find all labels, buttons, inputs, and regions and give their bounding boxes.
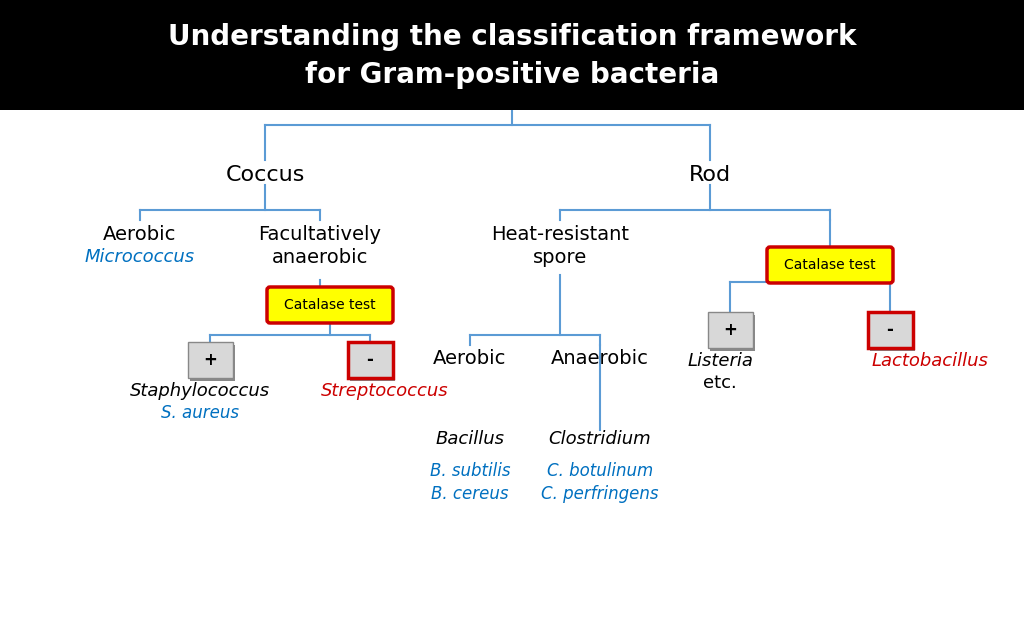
Text: Aerobic: Aerobic [433,349,507,368]
Text: B. cereus: B. cereus [431,485,509,503]
FancyBboxPatch shape [187,342,232,378]
Text: etc.: etc. [703,374,737,392]
FancyBboxPatch shape [0,0,1024,110]
Text: Listeria: Listeria [687,352,753,370]
Text: +: + [203,351,217,369]
Text: spore: spore [532,248,587,267]
FancyBboxPatch shape [867,312,912,348]
Text: Catalase test: Catalase test [285,298,376,312]
Text: Bacillus: Bacillus [435,430,505,448]
Text: Micrococcus: Micrococcus [85,248,195,266]
Text: C. perfringens: C. perfringens [542,485,658,503]
Text: -: - [887,321,893,339]
FancyBboxPatch shape [189,345,234,381]
Text: -: - [367,351,374,369]
Text: anaerobic: anaerobic [271,248,369,267]
Text: Anaerobic: Anaerobic [551,349,649,368]
Text: Catalase test: Catalase test [784,258,876,272]
Text: Streptococcus: Streptococcus [322,382,449,400]
Text: Rod: Rod [689,165,731,185]
FancyBboxPatch shape [708,312,753,348]
FancyBboxPatch shape [767,247,893,283]
Text: for Gram-positive bacteria: for Gram-positive bacteria [305,61,719,89]
Text: Understanding the classification framework: Understanding the classification framewo… [168,23,856,51]
FancyBboxPatch shape [710,315,755,351]
Text: Facultatively: Facultatively [258,225,382,244]
Text: +: + [723,321,737,339]
Text: Heat-resistant: Heat-resistant [490,225,629,244]
Text: Coccus: Coccus [225,165,305,185]
Text: Staphylococcus: Staphylococcus [130,382,270,400]
Text: B. subtilis: B. subtilis [430,462,510,480]
FancyBboxPatch shape [349,345,394,381]
Text: Clostridium: Clostridium [549,430,651,448]
Text: S. aureus: S. aureus [161,404,239,422]
Text: Aerobic: Aerobic [103,225,177,244]
FancyBboxPatch shape [267,287,393,323]
Text: Lactobacillus: Lactobacillus [871,352,988,370]
FancyBboxPatch shape [869,315,914,351]
Text: C. botulinum: C. botulinum [547,462,653,480]
FancyBboxPatch shape [347,342,392,378]
